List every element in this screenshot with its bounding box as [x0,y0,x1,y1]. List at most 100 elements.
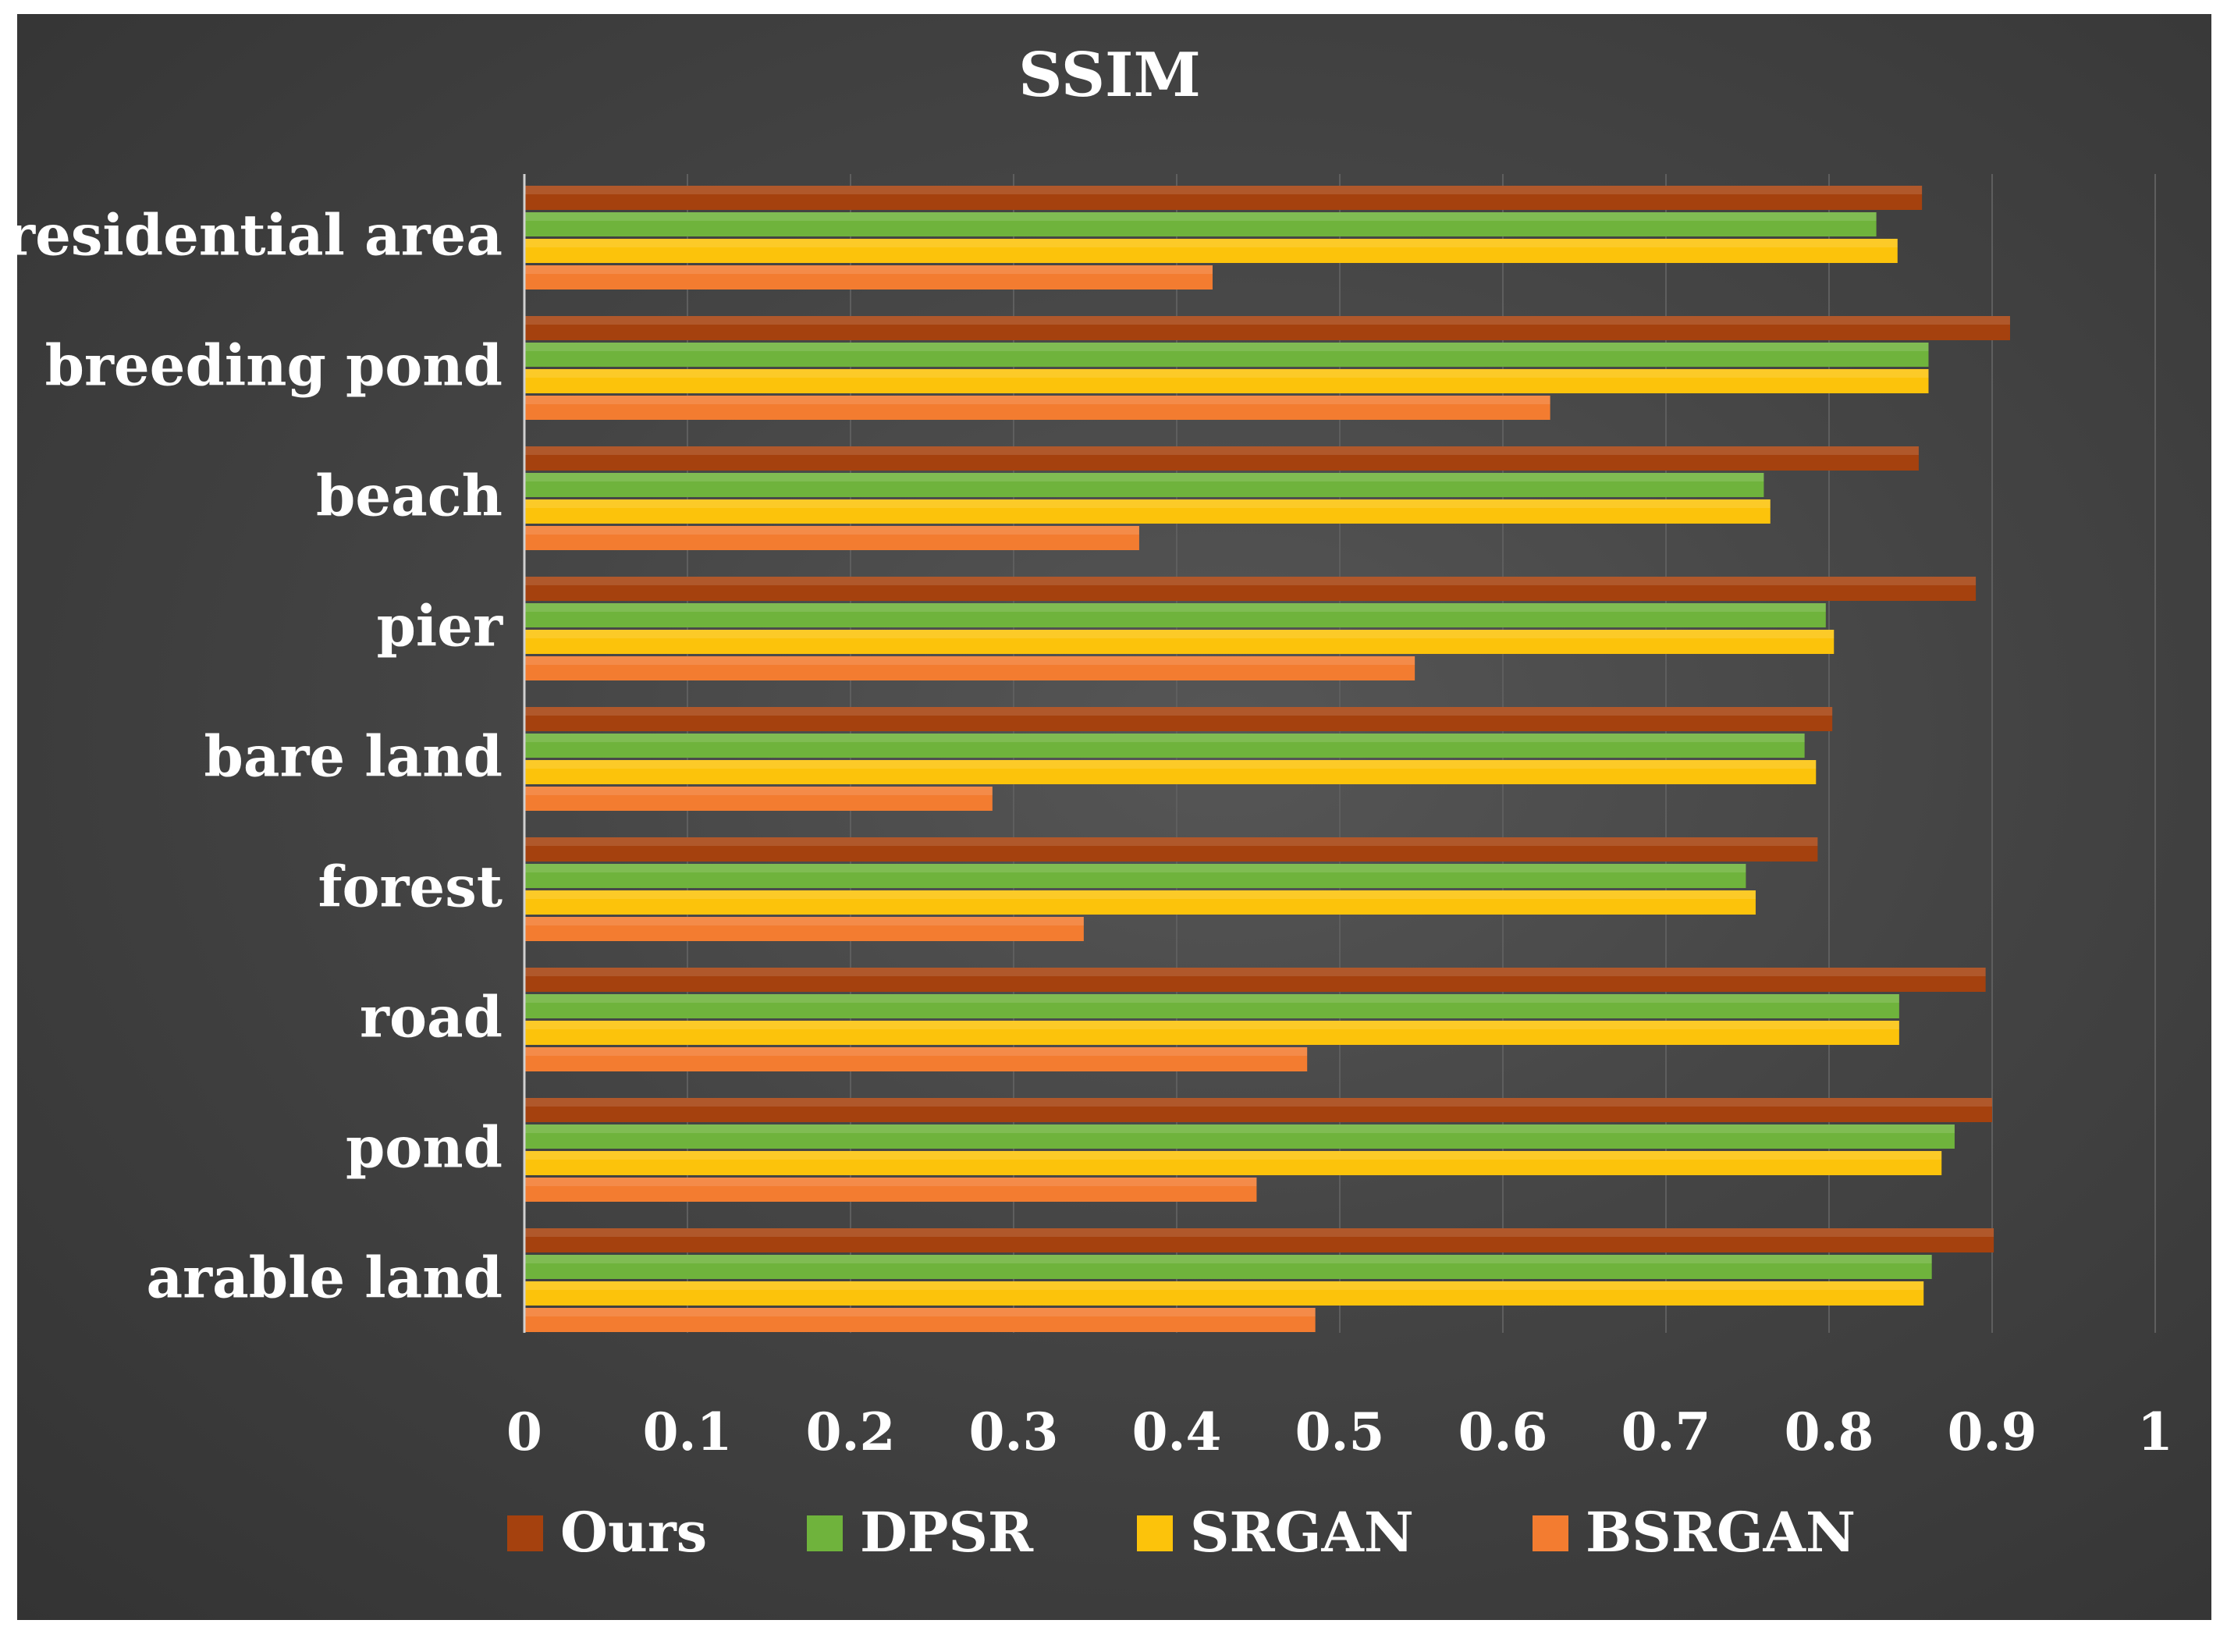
category-label-breeding-pond: breeding pond [45,332,503,399]
category-label-pier: pier [377,593,504,659]
x-tick-label: 0.2 [806,1402,896,1462]
bar-highlight [524,1124,1955,1133]
bar-highlight [524,1281,1924,1290]
category-label-pond: pond [346,1114,503,1181]
bar-highlight [524,1021,1899,1029]
x-tick-label: 1 [2137,1402,2173,1462]
bar-highlight [524,1098,1992,1107]
x-tick-label: 0.7 [1621,1402,1711,1462]
bar-highlight [524,577,1977,585]
x-tick-label: 0.4 [1132,1402,1222,1462]
category-label-forest: forest [318,854,503,920]
bar-dpsr-beach [524,473,1764,497]
category-label-bare-land: bare land [204,723,503,790]
chart-title: SSIM [1018,40,1201,111]
bar-highlight [524,760,1817,769]
bar-ours-beach [524,446,1919,471]
bar-ours-breeding-pond [524,316,2010,340]
bar-dpsr-bare-land [524,734,1805,758]
chart-frame: SSIM residential area breeding pond beach p… [17,14,2211,1620]
legend-label-dpsr: DPSR [860,1500,1034,1565]
bar-highlight [524,526,1139,535]
bar-highlight [524,890,1756,899]
x-tick-labels: 0 0.1 0.2 0.3 0.4 0.5 0.6 0.7 0.8 0.9 1 [506,1402,2173,1462]
x-tick-label: 0.1 [643,1402,733,1462]
bar-srgan-arable-land [524,1281,1924,1306]
bar-ours-pier [524,577,1977,601]
bar-bsrgan-residential-area [524,265,1213,290]
category-label-road: road [360,984,503,1050]
bar-dpsr-road [524,994,1899,1018]
bar-dpsr-pier [524,603,1826,627]
bar-highlight [524,787,993,795]
category-label-residential-area: residential area [17,202,503,268]
bar-srgan-breeding-pond [524,369,1929,393]
legend: Ours DPSR SRGAN BSRGAN [507,1500,1856,1565]
legend-swatch-ours [507,1515,543,1551]
bar-ours-road [524,968,1986,992]
bar-highlight [524,265,1213,274]
x-tick-label: 0.8 [1785,1402,1874,1462]
bar-highlight [524,446,1919,455]
bar-highlight [524,994,1899,1003]
legend-label-bsrgan: BSRGAN [1586,1500,1856,1565]
bar-highlight [524,864,1746,872]
x-tick-label: 0.5 [1295,1402,1385,1462]
bar-highlight [524,473,1764,481]
bar-highlight [524,186,1923,194]
bar-dpsr-forest [524,864,1746,888]
bar-dpsr-residential-area [524,212,1877,236]
bar-highlight [524,837,1818,846]
bar-srgan-beach [524,499,1771,524]
bar-highlight [524,1047,1308,1056]
bar-highlight [524,316,2010,325]
bar-highlight [524,1255,1932,1263]
bar-highlight [524,212,1877,221]
bar-highlight [524,1178,1257,1186]
bar-highlight [524,917,1084,925]
bar-highlight [524,707,1833,716]
bar-bsrgan-beach [524,526,1139,550]
legend-swatch-dpsr [807,1515,843,1551]
category-label-arable-land: arable land [146,1245,503,1311]
bar-srgan-residential-area [524,239,1898,263]
bar-srgan-bare-land [524,760,1817,784]
bar-highlight [524,499,1771,508]
chart-svg: SSIM residential area breeding pond beach p… [17,40,2173,1565]
legend-swatch-bsrgan [1533,1515,1568,1551]
bar-highlight [524,1151,1942,1160]
bars [524,186,2010,1332]
bar-bsrgan-arable-land [524,1308,1316,1332]
bar-srgan-pier [524,630,1835,654]
bar-highlight [524,603,1826,612]
bar-dpsr-breeding-pond [524,343,1929,367]
bar-srgan-road [524,1021,1899,1045]
bar-highlight [524,239,1898,247]
bar-highlight [524,1308,1316,1316]
bar-ours-pond [524,1098,1992,1122]
bar-highlight [524,1228,1994,1237]
legend-swatch-srgan [1137,1515,1173,1551]
bar-highlight [524,369,1929,378]
bar-bsrgan-pond [524,1178,1257,1202]
bar-ours-arable-land [524,1228,1994,1252]
legend-label-ours: Ours [560,1500,707,1565]
x-tick-label: 0.6 [1458,1402,1548,1462]
bar-ours-forest [524,837,1818,862]
bar-dpsr-arable-land [524,1255,1932,1279]
bar-dpsr-pond [524,1124,1955,1149]
bar-highlight [524,968,1986,976]
category-label-beach: beach [316,463,503,529]
bar-bsrgan-breeding-pond [524,396,1550,420]
bar-highlight [524,630,1835,638]
bar-ours-residential-area [524,186,1923,210]
bar-highlight [524,656,1415,665]
bar-bsrgan-road [524,1047,1308,1071]
bar-srgan-forest [524,890,1756,915]
bar-highlight [524,734,1805,742]
bar-srgan-pond [524,1151,1942,1175]
bar-bsrgan-pier [524,656,1415,680]
bar-highlight [524,396,1550,404]
bar-ours-bare-land [524,707,1833,731]
bar-bsrgan-bare-land [524,787,993,811]
